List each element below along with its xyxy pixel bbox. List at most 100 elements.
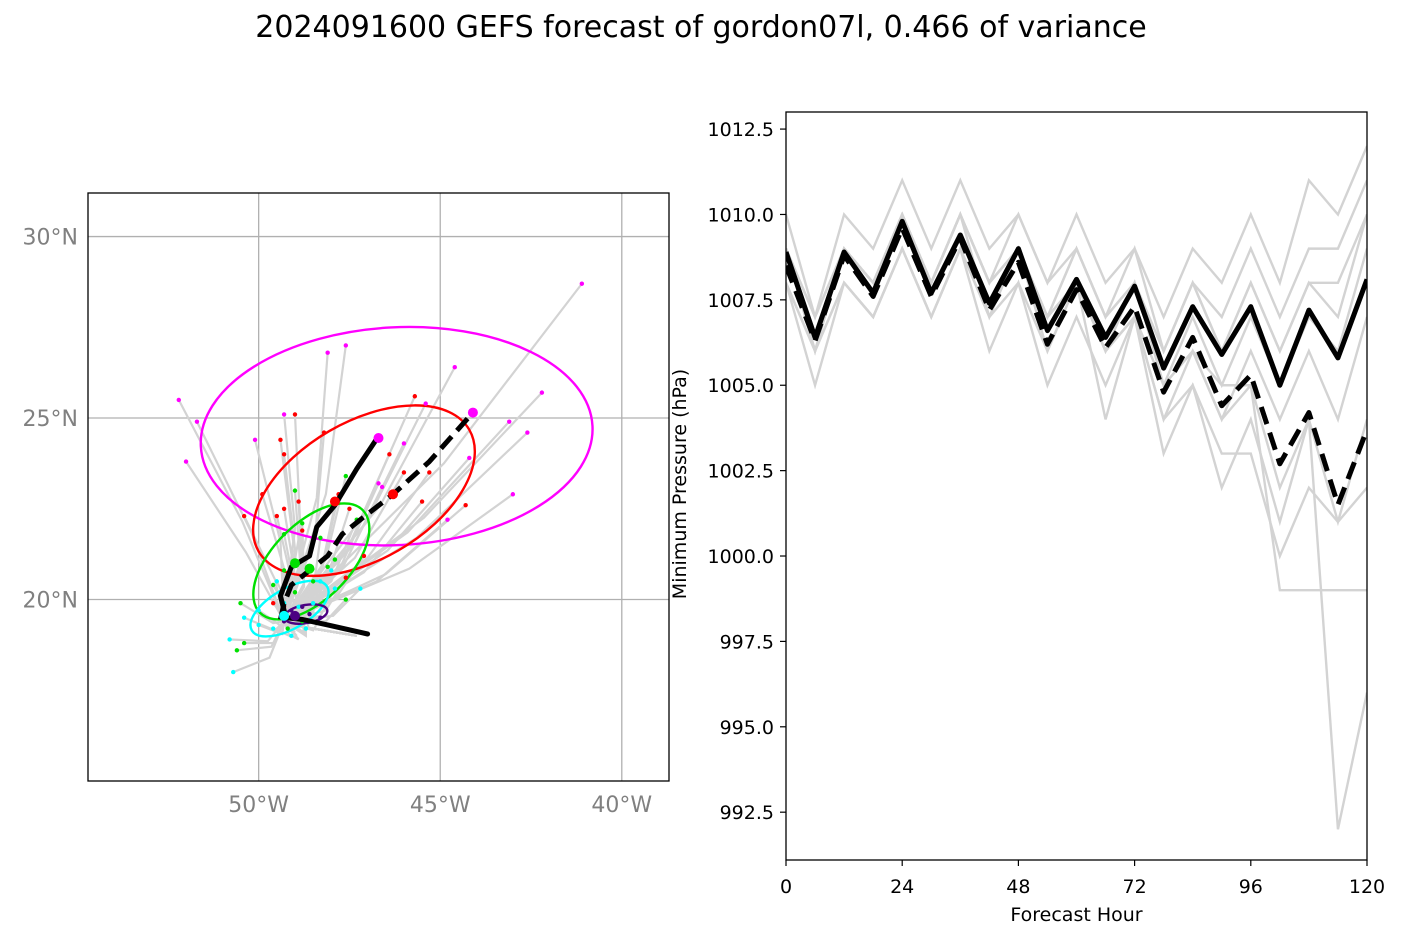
member-position-point xyxy=(270,600,276,606)
member-position-point xyxy=(241,640,247,646)
chart-plot-area xyxy=(786,145,1367,830)
mean-pressure-line xyxy=(786,218,1367,388)
member-position-point xyxy=(227,637,232,642)
member-position-point xyxy=(401,470,407,475)
member-position-point xyxy=(274,513,280,519)
y-tick-label: 1000.0 xyxy=(708,546,774,568)
member-position-point xyxy=(318,579,323,584)
control-pressure-line xyxy=(786,225,1367,508)
member-pressure-line xyxy=(786,245,1367,830)
uncertainty-ellipse xyxy=(199,325,594,547)
member-position-point xyxy=(292,488,298,493)
y-tick-label: 997.5 xyxy=(720,631,774,653)
member-pressure-line xyxy=(786,210,1367,527)
map-plot-area xyxy=(88,193,669,781)
member-position-point xyxy=(241,615,247,620)
control-track-dashed xyxy=(278,410,475,621)
figure-title: 2024091600 GEFS forecast of gordon07l, 0… xyxy=(255,10,1147,45)
map-lon-tick-label: 50°W xyxy=(228,793,289,818)
member-position-point xyxy=(452,365,457,370)
map-lon-tick-label: 40°W xyxy=(591,793,652,818)
member-position-point xyxy=(300,521,305,526)
ensemble-mean-track xyxy=(277,433,381,637)
member-position-point xyxy=(260,492,265,497)
member-pressure-line xyxy=(786,145,1367,321)
member-position-point xyxy=(183,459,189,464)
mean-position-marker xyxy=(467,407,478,418)
member-position-point xyxy=(332,557,338,562)
x-axis-label: Forecast Hour xyxy=(1010,904,1142,926)
member-position-point xyxy=(281,412,287,417)
member-position-point xyxy=(401,441,407,446)
map-lon-tick-label: 45°W xyxy=(410,793,471,818)
member-pressure-line xyxy=(786,179,1367,355)
member-position-point xyxy=(234,648,240,653)
member-position-point xyxy=(241,513,247,519)
member-position-point xyxy=(292,412,298,417)
mean-position-marker xyxy=(304,563,315,574)
member-position-point xyxy=(347,506,352,511)
member-position-point xyxy=(361,553,367,559)
member-position-point xyxy=(318,535,323,541)
y-tick-label: 1012.5 xyxy=(708,119,774,141)
member-position-point xyxy=(278,437,283,443)
member-position-point xyxy=(307,611,312,617)
x-tick-label: 120 xyxy=(1349,876,1385,898)
member-position-point xyxy=(525,430,530,435)
member-position-point xyxy=(285,626,290,631)
member-position-point xyxy=(310,600,316,606)
member-position-point xyxy=(445,517,450,522)
y-tick-label: 1007.5 xyxy=(708,290,774,312)
member-position-point xyxy=(467,455,472,461)
member-position-point xyxy=(281,452,287,457)
y-axis-label: Minimum Pressure (hPa) xyxy=(669,369,691,599)
map-lat-tick-label: 20°N xyxy=(23,589,78,614)
member-position-point xyxy=(310,579,316,584)
member-position-point xyxy=(427,470,432,475)
member-pressure-line xyxy=(786,245,1367,423)
member-position-point xyxy=(292,590,298,595)
uncertainty-ellipse xyxy=(251,404,477,578)
member-position-point xyxy=(318,615,323,620)
member-position-point xyxy=(332,586,338,591)
chart-frame xyxy=(785,111,1368,861)
mean-position-marker xyxy=(388,489,399,500)
member-position-point xyxy=(289,608,294,613)
member-position-point xyxy=(281,506,287,511)
member-position-point xyxy=(300,604,305,609)
member-position-point xyxy=(539,390,545,395)
member-position-point xyxy=(252,437,258,443)
y-tick-label: 1010.0 xyxy=(708,204,774,226)
member-position-point xyxy=(296,499,301,504)
member-position-point xyxy=(289,633,294,639)
member-pressure-line xyxy=(786,211,1367,355)
member-position-point xyxy=(194,419,200,424)
mean-position-marker xyxy=(289,610,300,621)
member-position-point xyxy=(176,397,181,403)
map-lat-tick-label: 25°N xyxy=(23,407,78,432)
member-position-point xyxy=(325,350,330,355)
x-tick-label: 72 xyxy=(1123,876,1147,898)
member-position-point xyxy=(423,401,428,406)
member-position-point xyxy=(270,626,276,631)
member-position-point xyxy=(321,430,327,435)
member-position-point xyxy=(419,499,425,504)
member-position-point xyxy=(579,281,585,286)
y-tick-label: 992.5 xyxy=(720,802,774,824)
y-tick-label: 1002.5 xyxy=(708,461,774,483)
member-position-point xyxy=(343,473,349,479)
member-position-point xyxy=(343,343,349,348)
member-position-point xyxy=(274,579,280,584)
member-position-point xyxy=(303,626,309,631)
member-position-point xyxy=(300,528,305,533)
member-position-point xyxy=(325,564,330,570)
member-position-point xyxy=(343,575,349,580)
member-position-point xyxy=(256,622,261,628)
member-position-point xyxy=(463,502,468,508)
member-position-point xyxy=(281,568,287,573)
member-position-point xyxy=(238,600,243,606)
member-position-point xyxy=(387,452,392,457)
member-position-point xyxy=(510,492,516,497)
